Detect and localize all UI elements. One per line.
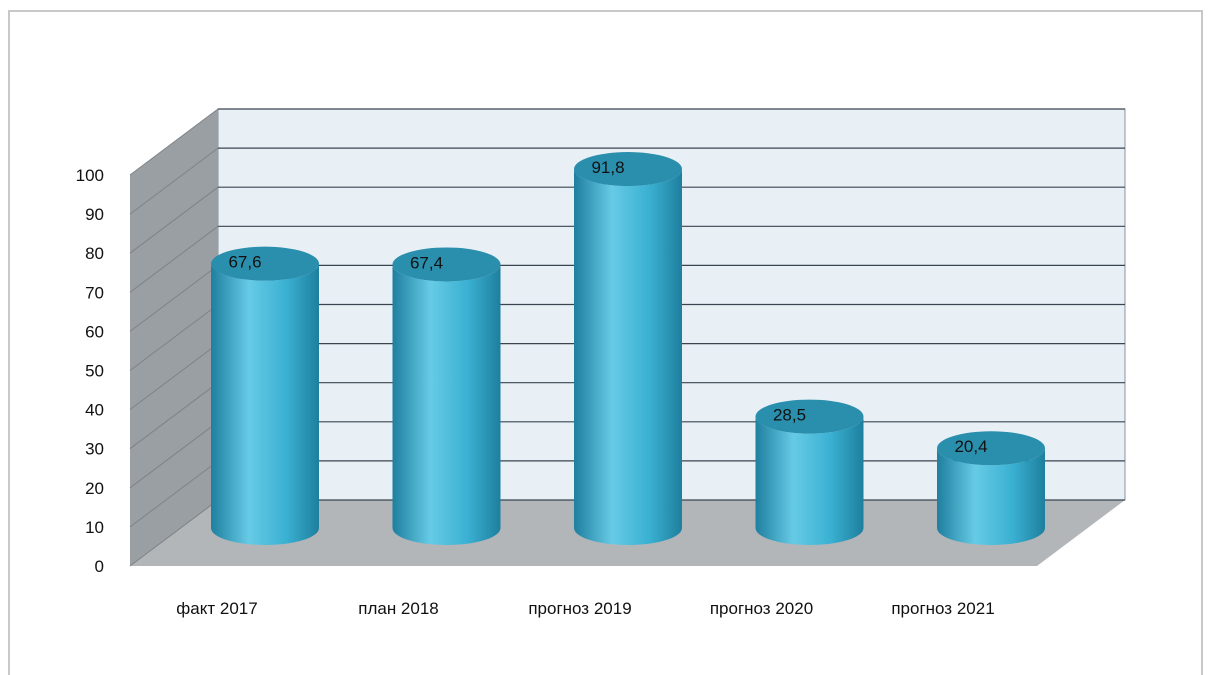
gridline-side [129, 382, 219, 450]
data-label: 67,4 [410, 253, 443, 272]
y-tick-label: 80 [85, 244, 104, 263]
x-axis-labels: факт 2017 план 2018 прогноз 2019 прогноз 20… [176, 599, 994, 618]
bar [211, 246, 319, 545]
y-tick-label: 70 [85, 283, 104, 302]
y-tick-label: 40 [85, 401, 104, 420]
gridline-side [129, 304, 219, 371]
gridline-side [129, 343, 219, 411]
bar [574, 152, 682, 545]
gridline-side [129, 147, 219, 215]
gridline-side [129, 186, 219, 254]
data-label: 20,4 [954, 437, 987, 456]
data-labels: 67,6 67,4 91,8 28,5 20,4 [228, 158, 987, 456]
gridline-side [129, 460, 219, 528]
y-tick-label: 30 [85, 440, 104, 459]
bar-top [392, 247, 501, 282]
x-tick-label: план 2018 [358, 599, 439, 618]
bar-body [211, 263, 319, 545]
bar-body [755, 416, 864, 545]
gridline-side [129, 108, 219, 176]
bar [755, 399, 864, 545]
bar-top [574, 152, 682, 187]
y-tick-label: 50 [85, 362, 104, 381]
bar [937, 431, 1045, 545]
x-tick-label: прогноз 2020 [710, 599, 813, 618]
x-tick-label: прогноз 2019 [528, 599, 631, 618]
bar-body [937, 448, 1045, 545]
bar-top [211, 246, 319, 281]
y-tick-label: 90 [85, 205, 104, 224]
gridline-side [129, 225, 219, 293]
data-label: 91,8 [591, 158, 624, 177]
bars [211, 152, 1045, 545]
x-tick-label: прогноз 2021 [891, 599, 994, 618]
bar-top [937, 431, 1045, 466]
bar [392, 247, 501, 545]
gridline-side [129, 421, 219, 489]
y-tick-label: 0 [95, 557, 104, 576]
x-tick-label: факт 2017 [176, 599, 257, 618]
bar-body [574, 169, 682, 545]
bar-top [755, 399, 864, 434]
gridline-side [129, 499, 219, 567]
gridline-side [129, 264, 219, 332]
y-tick-label: 100 [76, 166, 104, 185]
data-label: 67,6 [228, 253, 261, 272]
bar-body [392, 264, 501, 545]
y-tick-label: 10 [85, 518, 104, 537]
y-axis-ticks: 0 10 20 30 40 50 60 70 80 90 100 [76, 166, 104, 576]
y-tick-label: 60 [85, 322, 104, 341]
y-tick-label: 20 [85, 479, 104, 498]
data-label: 28,5 [773, 406, 806, 425]
